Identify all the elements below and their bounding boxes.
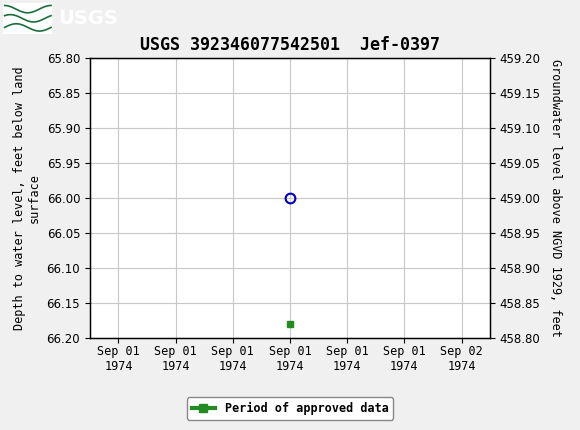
Y-axis label: Depth to water level, feet below land
surface: Depth to water level, feet below land su… bbox=[13, 66, 41, 330]
Text: USGS: USGS bbox=[58, 9, 118, 28]
Title: USGS 392346077542501  Jef-0397: USGS 392346077542501 Jef-0397 bbox=[140, 36, 440, 54]
Y-axis label: Groundwater level above NGVD 1929, feet: Groundwater level above NGVD 1929, feet bbox=[549, 59, 562, 337]
Legend: Period of approved data: Period of approved data bbox=[187, 397, 393, 420]
Bar bbox=[3, 3, 52, 34]
